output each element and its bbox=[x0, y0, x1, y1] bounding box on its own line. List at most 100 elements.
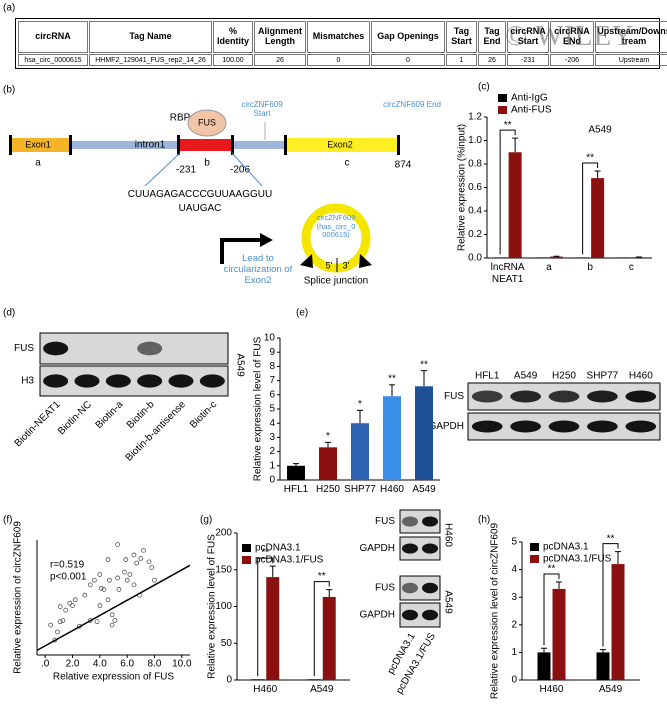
legend-label: pcDNA3.1/FUS bbox=[255, 555, 324, 566]
x-axis-label: Relative expression of FUS bbox=[53, 672, 174, 683]
panel-label: (g) bbox=[200, 515, 212, 526]
point bbox=[98, 585, 104, 591]
band bbox=[422, 543, 438, 554]
point bbox=[105, 557, 111, 562]
x-tick-label: 2.0 bbox=[66, 659, 80, 670]
end-label-box: circZNF609 End bbox=[383, 100, 441, 109]
y-tick-label: 5 bbox=[511, 537, 517, 548]
legend-swatch bbox=[242, 556, 251, 564]
side-label: A549 bbox=[442, 590, 453, 614]
bar bbox=[552, 588, 566, 680]
x-tick-label: c bbox=[628, 262, 634, 273]
row-label: GAPDH bbox=[359, 543, 395, 554]
boundary bbox=[397, 135, 400, 155]
y-tick-label: 0.4 bbox=[468, 206, 482, 217]
side-label: A549 bbox=[234, 353, 245, 377]
band bbox=[137, 374, 163, 388]
boundary bbox=[177, 135, 180, 155]
band bbox=[587, 420, 618, 433]
end-label: 3' bbox=[343, 260, 350, 270]
error-bar bbox=[357, 409, 363, 424]
row-label: FUS bbox=[375, 583, 395, 594]
point bbox=[82, 592, 88, 598]
boundary bbox=[69, 135, 72, 155]
protein bbox=[187, 109, 227, 137]
x-tick-label: 8.0 bbox=[148, 659, 162, 670]
point bbox=[63, 607, 69, 613]
point bbox=[109, 622, 115, 628]
significance: ** bbox=[318, 571, 326, 582]
table-cell: 1 bbox=[446, 54, 477, 66]
stat-label: p<0.001 bbox=[50, 572, 87, 583]
band bbox=[625, 420, 657, 433]
point bbox=[70, 603, 75, 608]
legend-swatch bbox=[498, 106, 507, 114]
legend-swatch bbox=[530, 555, 539, 563]
point bbox=[57, 619, 63, 625]
table-frame: circRNA Tag Name% Identity Alignment Lengt… bbox=[15, 18, 667, 69]
error-bar bbox=[421, 370, 427, 387]
position-label: -206 bbox=[230, 165, 250, 176]
position-label: 874 bbox=[395, 160, 412, 171]
bar bbox=[549, 256, 563, 258]
x-tick-label: b bbox=[587, 262, 593, 273]
band bbox=[168, 374, 194, 388]
panel-label: (e) bbox=[296, 308, 308, 319]
error-bar bbox=[600, 649, 606, 653]
y-tick-label: 150 bbox=[215, 564, 232, 575]
y-tick-label: 7 bbox=[269, 375, 275, 386]
legend-label: Anti-FUS bbox=[511, 105, 552, 116]
x-tick-label-box: H460 bbox=[540, 684, 564, 695]
significance: ** bbox=[388, 374, 396, 385]
error-bar bbox=[556, 581, 562, 589]
x-tick-label-box: SHP77 bbox=[344, 484, 376, 495]
significance: * bbox=[326, 431, 330, 442]
legend-swatch bbox=[498, 94, 507, 102]
band bbox=[43, 374, 69, 388]
y-tick-label: 0.8 bbox=[468, 159, 482, 170]
point bbox=[123, 557, 129, 562]
column-header: circRNA bbox=[18, 21, 88, 53]
arrow-text: Lead to circularization of Exon2 bbox=[223, 254, 293, 286]
point bbox=[97, 603, 103, 608]
x-tick-label-box: H250 bbox=[316, 484, 340, 495]
bar bbox=[611, 564, 625, 680]
point bbox=[152, 577, 157, 583]
band bbox=[587, 390, 618, 403]
row-label: FUS bbox=[444, 391, 464, 402]
region-label: c bbox=[345, 158, 350, 169]
bar bbox=[508, 152, 522, 258]
error-bar bbox=[293, 463, 299, 466]
panel-label: (c) bbox=[478, 82, 490, 93]
point bbox=[122, 569, 127, 575]
start-label: circZNF609 Start bbox=[241, 100, 283, 119]
blot-row bbox=[399, 536, 441, 561]
blot-row bbox=[39, 332, 229, 365]
error-bar bbox=[269, 565, 276, 578]
legend-label: Anti-IgG bbox=[511, 93, 548, 104]
error-bar bbox=[325, 441, 331, 448]
y-tick-label: 4 bbox=[511, 564, 517, 575]
bar bbox=[537, 652, 551, 680]
significance-bracket bbox=[313, 581, 330, 677]
legend-label: pcDNA3.1 bbox=[255, 543, 301, 554]
y-axis-label: Relative expression level of FUS bbox=[253, 336, 264, 481]
table-cell: 26 bbox=[254, 54, 306, 66]
point bbox=[141, 547, 146, 553]
lane-label: Biotin-NEAT1 bbox=[13, 399, 63, 449]
point bbox=[101, 587, 107, 592]
y-axis-label: Relative expression (%input) bbox=[457, 124, 468, 251]
panel-label: (b) bbox=[3, 85, 15, 96]
row-label: H3 bbox=[21, 376, 34, 387]
region-label: b bbox=[204, 158, 210, 169]
point bbox=[72, 597, 78, 603]
panel-label: (d) bbox=[3, 308, 15, 319]
point bbox=[124, 577, 130, 583]
point bbox=[109, 612, 115, 618]
significance-bracket bbox=[499, 129, 516, 255]
x-tick-label: lncRNA NEAT1 bbox=[490, 262, 525, 285]
lane-label: Biotin-a bbox=[94, 399, 126, 431]
boundary bbox=[9, 135, 12, 155]
start-label-box: circZNF609 Start bbox=[241, 100, 283, 119]
x-tick-label: H460 bbox=[253, 684, 278, 695]
